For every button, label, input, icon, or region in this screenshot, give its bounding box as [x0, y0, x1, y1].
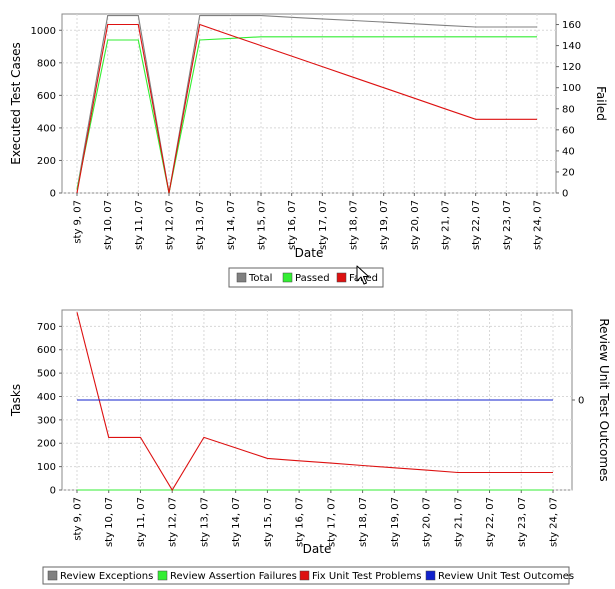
- legend-label: Total: [248, 273, 272, 284]
- legend-swatch: [47, 570, 58, 581]
- x-tick-label: sty 22, 07: [471, 200, 482, 250]
- x-tick-label: sty 18, 07: [358, 497, 369, 547]
- x-tick-label: sty 12, 07: [165, 200, 176, 250]
- x-tick-label: sty 16, 07: [295, 497, 306, 547]
- y-tick-label: 100: [37, 462, 56, 473]
- y-tick-label: 0: [50, 189, 56, 200]
- y-tick-label: 500: [37, 369, 56, 380]
- y2-tick-label: 60: [562, 125, 575, 136]
- y-tick-label: 600: [37, 91, 56, 102]
- y2-tick-label: 20: [562, 167, 575, 178]
- x-tick-label: sty 19, 07: [379, 200, 390, 250]
- y-tick-label: 600: [37, 345, 56, 356]
- x-axis-label: Date: [295, 246, 324, 260]
- cursor-arrow: [356, 265, 369, 285]
- legend-swatch: [157, 570, 168, 581]
- x-tick-label: sty 9, 07: [73, 497, 84, 541]
- series-line-failed: [76, 23, 537, 194]
- x-tick-label: sty 21, 07: [453, 497, 464, 547]
- legend-label: Fix Unit Test Problems: [312, 571, 421, 582]
- x-tick-label: sty 19, 07: [390, 497, 401, 547]
- y-tick-label: 200: [37, 439, 56, 450]
- y2-tick-label: 160: [562, 20, 581, 31]
- x-tick-label: sty 21, 07: [441, 200, 452, 250]
- legend-label: Passed: [295, 273, 330, 284]
- x-tick-label: sty 14, 07: [231, 497, 242, 547]
- x-tick-label: sty 11, 07: [134, 200, 145, 250]
- y-tick-label: 400: [37, 123, 56, 134]
- x-tick-label: sty 24, 07: [549, 497, 560, 547]
- x-tick-label: sty 12, 07: [168, 497, 179, 547]
- legend-label: Review Exceptions: [60, 571, 153, 582]
- y2-tick-label: 120: [562, 62, 581, 73]
- y2-tick-label: 140: [562, 41, 581, 52]
- x-tick-label: sty 23, 07: [517, 497, 528, 547]
- series-line-passed: [76, 36, 537, 194]
- series-line-fix-unit-test-problems: [76, 312, 553, 492]
- x-tick-label: sty 18, 07: [349, 200, 360, 250]
- plot-area: [61, 13, 557, 194]
- legend-swatch: [336, 272, 347, 283]
- y2-axis-label: Failed: [594, 86, 608, 121]
- x-tick-label: sty 22, 07: [485, 497, 496, 547]
- x-tick-label: sty 14, 07: [226, 200, 237, 250]
- y-tick-label: 1000: [31, 26, 56, 37]
- legend-swatch: [299, 570, 310, 581]
- x-axis-label: Date: [303, 542, 332, 556]
- y-tick-label: 200: [37, 156, 56, 167]
- y-axis-label: Executed Test Cases: [9, 42, 23, 164]
- y2-tick-label: 40: [562, 146, 575, 157]
- y2-tick-label: 0: [578, 396, 584, 407]
- x-tick-label: sty 23, 07: [502, 200, 513, 250]
- y-tick-label: 800: [37, 58, 56, 69]
- y-axis-label: Tasks: [9, 384, 23, 417]
- mouse-cursor-icon: [356, 265, 369, 285]
- x-tick-label: sty 20, 07: [410, 200, 421, 250]
- chart-2: 0 100 200 300 400 500 600 700 sty 9, 07 sty 10, 0…: [9, 309, 611, 585]
- y-tick-label: 300: [37, 415, 56, 426]
- legend-swatch: [236, 272, 247, 283]
- legend-swatch: [282, 272, 293, 283]
- legend-label: Review Assertion Failures: [170, 571, 297, 582]
- x-tick-label: sty 15, 07: [263, 497, 274, 547]
- y2-tick-label: 100: [562, 83, 581, 94]
- x-tick-label: sty 24, 07: [533, 200, 544, 250]
- legend: Review Exceptions Review Assertion Failur…: [42, 566, 574, 585]
- y2-tick-label: 0: [562, 189, 568, 200]
- legend-swatch: [425, 570, 436, 581]
- x-tick-label: sty 9, 07: [73, 200, 84, 244]
- y-tick-label: 0: [50, 486, 56, 497]
- y-tick-label: 400: [37, 392, 56, 403]
- x-tick-label: sty 17, 07: [318, 200, 329, 250]
- x-tick-label: sty 10, 07: [104, 497, 115, 547]
- legend-label: Review Unit Test Outcomes: [438, 571, 574, 582]
- x-tick-label: sty 13, 07: [195, 200, 206, 250]
- y2-tick-label: 80: [562, 104, 575, 115]
- x-tick-label: sty 11, 07: [136, 497, 147, 547]
- x-tick-label: sty 20, 07: [422, 497, 433, 547]
- x-tick-label: sty 16, 07: [287, 200, 298, 250]
- x-tick-label: sty 10, 07: [103, 200, 114, 250]
- x-tick-label: sty 13, 07: [199, 497, 210, 547]
- y-tick-label: 700: [37, 322, 56, 333]
- x-tick-label: sty 15, 07: [257, 200, 268, 250]
- y2-axis-label: Review Unit Test Outcomes: [597, 318, 611, 481]
- x-tick-label: sty 17, 07: [326, 497, 337, 547]
- series-line-total: [76, 15, 537, 194]
